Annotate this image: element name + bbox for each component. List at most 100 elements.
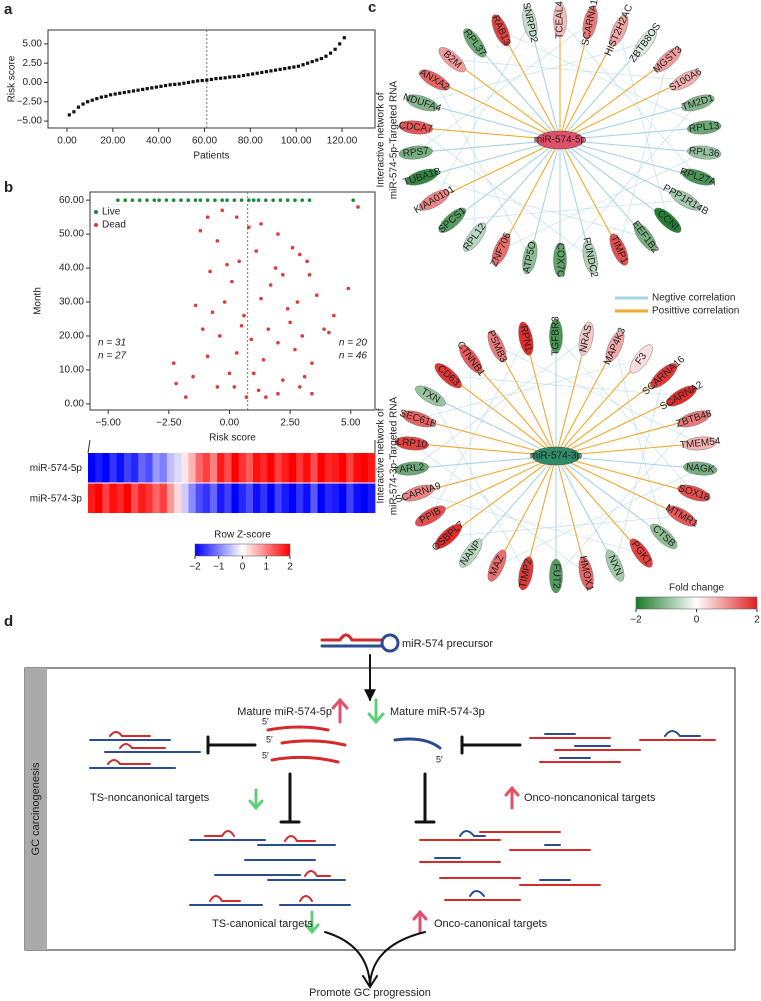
node-label: TM2D1 bbox=[681, 93, 716, 114]
point bbox=[264, 395, 268, 399]
node-shape bbox=[650, 523, 678, 549]
point bbox=[225, 198, 229, 202]
point bbox=[174, 381, 178, 386]
heat-cell bbox=[188, 483, 197, 513]
network-node: RPL36 bbox=[687, 146, 722, 160]
network-edge bbox=[411, 442, 557, 457]
heat-cell bbox=[360, 483, 369, 513]
point bbox=[191, 374, 195, 379]
point bbox=[276, 340, 280, 345]
point bbox=[319, 56, 323, 61]
network-edge bbox=[555, 455, 682, 517]
point bbox=[108, 93, 113, 97]
point bbox=[200, 327, 205, 331]
node-label: TGFBR3 bbox=[551, 316, 562, 356]
heat-cell bbox=[131, 483, 139, 513]
point bbox=[276, 391, 280, 396]
heat-cell bbox=[88, 483, 96, 513]
point bbox=[342, 36, 346, 40]
diagram-label: TS-noncanonical targets bbox=[90, 792, 210, 804]
legend-label: Posittive correlation bbox=[652, 306, 739, 317]
point bbox=[251, 198, 256, 202]
point bbox=[86, 100, 90, 104]
network-edge bbox=[559, 42, 646, 141]
node-shape bbox=[582, 240, 598, 275]
heat-cell bbox=[260, 453, 268, 483]
network-node: OSBPL7 bbox=[430, 519, 467, 554]
node-shape bbox=[677, 484, 711, 502]
network-edge bbox=[417, 418, 557, 457]
strand-end: 5′ bbox=[262, 716, 269, 726]
point bbox=[241, 73, 246, 78]
point bbox=[116, 198, 120, 202]
heat-cell bbox=[253, 483, 261, 513]
point bbox=[239, 323, 244, 328]
network-title: miR-574-5p-Targeted RNA bbox=[389, 80, 400, 199]
node-shape bbox=[629, 538, 653, 568]
heat-cell bbox=[317, 483, 326, 513]
point bbox=[193, 198, 198, 202]
network-node: ANXA2 bbox=[417, 67, 451, 93]
network-edge bbox=[434, 79, 531, 258]
center-node bbox=[535, 130, 585, 150]
network-edge bbox=[559, 139, 699, 178]
heat-cell bbox=[202, 483, 211, 513]
point bbox=[186, 80, 191, 85]
network-node: CTSB bbox=[650, 523, 678, 549]
point bbox=[300, 198, 305, 202]
point bbox=[90, 98, 94, 102]
annotation: n = 46 bbox=[339, 351, 368, 362]
x-tick-label: −5.00 bbox=[96, 418, 122, 429]
heat-cell bbox=[303, 483, 311, 513]
network-edge bbox=[448, 375, 682, 397]
point bbox=[247, 225, 251, 230]
heat-cell bbox=[353, 453, 362, 483]
heat-cell bbox=[367, 483, 376, 513]
node-shape bbox=[605, 330, 625, 363]
point bbox=[285, 307, 290, 311]
colorbar-tick-label: −1 bbox=[213, 562, 225, 573]
network-node: TIMP1 bbox=[608, 233, 630, 266]
heat-cell bbox=[166, 453, 175, 483]
point bbox=[164, 198, 169, 202]
heat-cell bbox=[188, 453, 197, 483]
point bbox=[237, 74, 241, 78]
heat-cell bbox=[109, 453, 118, 483]
point bbox=[214, 77, 218, 81]
heat-cell bbox=[310, 483, 318, 513]
x-axis-label: Patients bbox=[193, 151, 229, 162]
center-label: miR-574-5p bbox=[534, 135, 587, 146]
point bbox=[227, 371, 232, 376]
point bbox=[223, 76, 227, 80]
heat-cell bbox=[267, 453, 275, 483]
point bbox=[310, 60, 314, 64]
point bbox=[356, 205, 360, 209]
heat-cell bbox=[217, 453, 225, 483]
network-edge bbox=[559, 59, 669, 141]
strand-end: 5′ bbox=[436, 754, 443, 764]
node-shape bbox=[415, 385, 446, 407]
point bbox=[122, 90, 126, 95]
point bbox=[260, 70, 264, 75]
point bbox=[276, 232, 280, 236]
network-edge bbox=[496, 455, 557, 566]
network-edge bbox=[555, 358, 642, 457]
network-edge bbox=[500, 30, 561, 141]
point bbox=[184, 395, 188, 399]
heat-cell bbox=[274, 453, 283, 483]
heat-cell bbox=[224, 483, 232, 513]
network-edge bbox=[559, 126, 705, 141]
network-edge bbox=[415, 126, 561, 141]
network-edge bbox=[559, 102, 699, 261]
heat-cell bbox=[288, 483, 297, 513]
node-label: ZBTB48 bbox=[675, 408, 714, 430]
point bbox=[127, 90, 131, 94]
node-label: NAGK bbox=[686, 462, 716, 476]
point bbox=[338, 42, 342, 46]
network-edge bbox=[448, 515, 682, 537]
node-shape bbox=[405, 94, 439, 112]
point bbox=[95, 97, 99, 101]
node-shape bbox=[681, 168, 715, 186]
network-edge bbox=[559, 139, 686, 201]
heat-cell bbox=[159, 453, 168, 483]
